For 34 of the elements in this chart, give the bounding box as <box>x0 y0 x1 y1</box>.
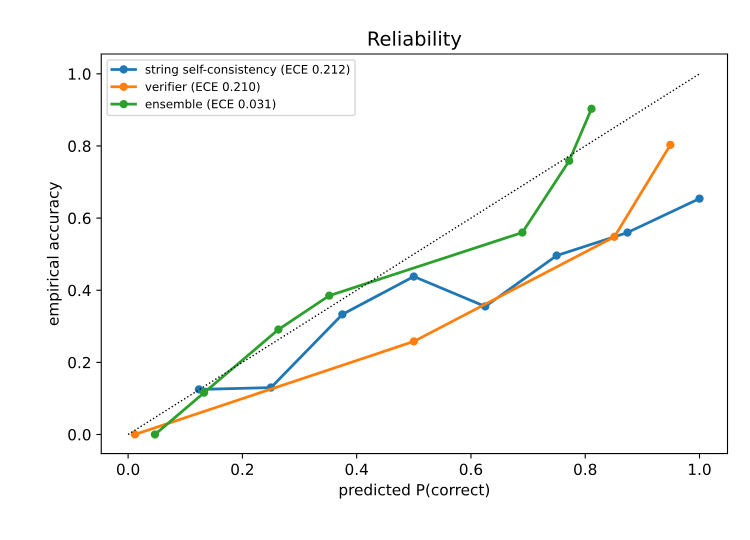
point <box>325 291 334 300</box>
x-tick-label: 0.4 <box>346 464 368 476</box>
y-tick-label: 0.8 <box>68 140 90 152</box>
point <box>610 232 619 242</box>
point <box>587 104 596 113</box>
x-tick-label: 0.0 <box>116 464 140 476</box>
point <box>666 140 675 150</box>
x-tick-label: 1.0 <box>689 464 711 476</box>
y-tick-label: 0.0 <box>68 428 91 441</box>
point <box>410 272 418 281</box>
point <box>274 325 283 334</box>
point <box>518 228 527 237</box>
point <box>338 310 347 319</box>
point <box>695 194 704 203</box>
legend-label: ensemble (ECE 0.031) <box>146 99 276 110</box>
point <box>565 156 574 165</box>
chart-title: Reliability <box>368 30 462 50</box>
y-tick-label: 0.4 <box>68 284 91 296</box>
x-axis-title: predicted P(correct) <box>340 484 490 498</box>
y-axis-title: empirical accuracy <box>46 182 62 326</box>
x-tick-label: 0.8 <box>574 464 596 476</box>
y-tick-label: 1.0 <box>68 68 91 80</box>
x-tick-label: 0.2 <box>231 464 254 476</box>
point <box>150 430 160 439</box>
point <box>200 388 208 397</box>
y-tick-label: 0.6 <box>68 212 91 224</box>
y-tick-label: 0.2 <box>68 356 90 368</box>
point <box>552 251 561 260</box>
legend-label: string self-consistency (ECE 0.212) <box>146 64 350 76</box>
point <box>623 228 632 237</box>
x-tick-label: 0.6 <box>460 464 482 476</box>
point <box>410 337 418 346</box>
point <box>130 430 140 439</box>
legend-label: verifier (ECE 0.210) <box>145 82 260 92</box>
